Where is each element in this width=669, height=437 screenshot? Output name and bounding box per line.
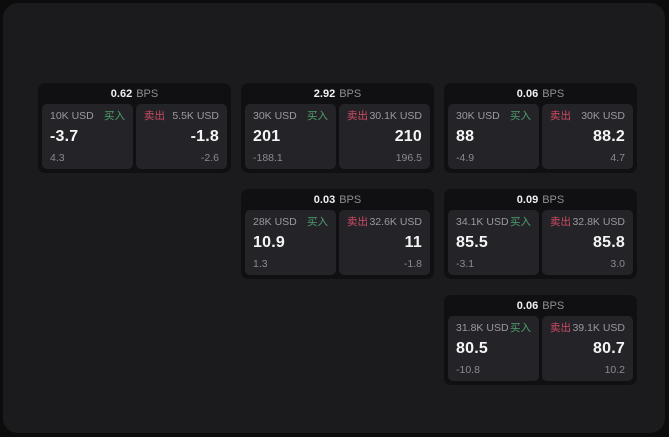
bps-value: 0.06 xyxy=(516,299,539,312)
buy-delta: 1.3 xyxy=(253,257,268,270)
sell-panel[interactable]: 卖出 30K USD 88.2 4.7 xyxy=(542,104,633,169)
bps-unit-label: BPS xyxy=(339,193,362,206)
sell-tag: 卖出 xyxy=(550,216,571,228)
sell-panel[interactable]: 卖出 39.1K USD 80.7 10.2 xyxy=(542,316,633,381)
quote-card: 0.09 BPS 34.1K USD 买入 85.5 -3.1 卖出 32.8K… xyxy=(444,189,637,279)
buy-delta: 4.3 xyxy=(50,151,65,164)
sell-size: 30.1K USD xyxy=(369,110,422,122)
quote-card: 0.06 BPS 30K USD 买入 88 -4.9 卖出 30K USD xyxy=(444,83,637,173)
sell-price: 80.7 xyxy=(593,340,625,357)
sell-tag: 卖出 xyxy=(347,216,368,228)
buy-sell-panels: 10K USD 买入 -3.7 4.3 卖出 5.5K USD -1.8 -2.… xyxy=(42,104,227,169)
sell-delta: 3.0 xyxy=(610,257,625,270)
sell-size: 30K USD xyxy=(581,110,625,122)
buy-panel[interactable]: 30K USD 买入 201 -188.1 xyxy=(245,104,336,169)
buy-price: 88 xyxy=(456,128,475,145)
buy-price: -3.7 xyxy=(50,128,79,145)
sell-tag: 卖出 xyxy=(347,110,368,122)
bps-value: 2.92 xyxy=(313,87,336,100)
buy-size: 10K USD xyxy=(50,110,94,122)
bps-unit-label: BPS xyxy=(339,87,362,100)
buy-size: 30K USD xyxy=(456,110,500,122)
sell-size: 39.1K USD xyxy=(572,322,625,334)
sell-size: 32.6K USD xyxy=(369,216,422,228)
bps-unit-label: BPS xyxy=(542,299,565,312)
sell-tag: 卖出 xyxy=(550,110,571,122)
buy-tag: 买入 xyxy=(307,216,328,228)
bps-header: 2.92 BPS xyxy=(245,83,430,104)
buy-panel[interactable]: 30K USD 买入 88 -4.9 xyxy=(448,104,539,169)
sell-price: 210 xyxy=(394,128,422,145)
buy-tag: 买入 xyxy=(510,110,531,122)
sell-price: 11 xyxy=(404,234,422,251)
sell-price: 85.8 xyxy=(593,234,625,251)
buy-panel[interactable]: 34.1K USD 买入 85.5 -3.1 xyxy=(448,210,539,275)
sell-delta: 196.5 xyxy=(395,151,422,164)
bps-header: 0.62 BPS xyxy=(42,83,227,104)
buy-price: 85.5 xyxy=(456,234,488,251)
bps-header: 0.06 BPS xyxy=(448,83,633,104)
buy-panel[interactable]: 28K USD 买入 10.9 1.3 xyxy=(245,210,336,275)
quote-card: 0.62 BPS 10K USD 买入 -3.7 4.3 卖出 5.5K USD xyxy=(38,83,231,173)
buy-price: 201 xyxy=(253,128,281,145)
bps-unit-label: BPS xyxy=(542,87,565,100)
buy-delta: -10.8 xyxy=(456,363,480,376)
sell-delta: 10.2 xyxy=(604,363,625,376)
sell-panel[interactable]: 卖出 32.8K USD 85.8 3.0 xyxy=(542,210,633,275)
buy-sell-panels: 31.8K USD 买入 80.5 -10.8 卖出 39.1K USD 80.… xyxy=(448,316,633,381)
buy-sell-panels: 30K USD 买入 201 -188.1 卖出 30.1K USD 210 1… xyxy=(245,104,430,169)
sell-delta: -2.6 xyxy=(200,151,219,164)
buy-sell-panels: 30K USD 买入 88 -4.9 卖出 30K USD 88.2 4.7 xyxy=(448,104,633,169)
app-canvas: 0.62 BPS 10K USD 买入 -3.7 4.3 卖出 5.5K USD xyxy=(3,3,665,433)
sell-panel[interactable]: 卖出 5.5K USD -1.8 -2.6 xyxy=(136,104,227,169)
buy-panel[interactable]: 10K USD 买入 -3.7 4.3 xyxy=(42,104,133,169)
bps-header: 0.06 BPS xyxy=(448,295,633,316)
sell-price: 88.2 xyxy=(593,128,625,145)
bps-header: 0.09 BPS xyxy=(448,189,633,210)
buy-delta: -4.9 xyxy=(456,151,475,164)
sell-tag: 卖出 xyxy=(550,322,571,334)
bps-value: 0.06 xyxy=(516,87,539,100)
buy-size: 30K USD xyxy=(253,110,297,122)
buy-size: 34.1K USD xyxy=(456,216,509,228)
quote-card: 2.92 BPS 30K USD 买入 201 -188.1 卖出 30.1K … xyxy=(241,83,434,173)
bps-value: 0.62 xyxy=(110,87,133,100)
buy-sell-panels: 28K USD 买入 10.9 1.3 卖出 32.6K USD 11 -1.8 xyxy=(245,210,430,275)
buy-delta: -188.1 xyxy=(253,151,283,164)
sell-panel[interactable]: 卖出 30.1K USD 210 196.5 xyxy=(339,104,430,169)
buy-price: 10.9 xyxy=(253,234,285,251)
quote-card: 0.06 BPS 31.8K USD 买入 80.5 -10.8 卖出 39.1… xyxy=(444,295,637,385)
bps-unit-label: BPS xyxy=(136,87,159,100)
sell-panel[interactable]: 卖出 32.6K USD 11 -1.8 xyxy=(339,210,430,275)
sell-size: 5.5K USD xyxy=(172,110,219,122)
buy-sell-panels: 34.1K USD 买入 85.5 -3.1 卖出 32.8K USD 85.8… xyxy=(448,210,633,275)
buy-price: 80.5 xyxy=(456,340,488,357)
quote-card-grid: 0.62 BPS 10K USD 买入 -3.7 4.3 卖出 5.5K USD xyxy=(38,83,637,385)
sell-tag: 卖出 xyxy=(144,110,165,122)
sell-delta: -1.8 xyxy=(403,257,422,270)
buy-panel[interactable]: 31.8K USD 买入 80.5 -10.8 xyxy=(448,316,539,381)
buy-tag: 买入 xyxy=(104,110,125,122)
buy-tag: 买入 xyxy=(510,216,531,228)
buy-delta: -3.1 xyxy=(456,257,475,270)
sell-price: -1.8 xyxy=(190,128,219,145)
buy-size: 28K USD xyxy=(253,216,297,228)
bps-value: 0.09 xyxy=(516,193,539,206)
buy-tag: 买入 xyxy=(307,110,328,122)
sell-delta: 4.7 xyxy=(610,151,625,164)
bps-unit-label: BPS xyxy=(542,193,565,206)
buy-tag: 买入 xyxy=(510,322,531,334)
bps-value: 0.03 xyxy=(313,193,336,206)
sell-size: 32.8K USD xyxy=(572,216,625,228)
bps-header: 0.03 BPS xyxy=(245,189,430,210)
quote-card: 0.03 BPS 28K USD 买入 10.9 1.3 卖出 32.6K US… xyxy=(241,189,434,279)
buy-size: 31.8K USD xyxy=(456,322,509,334)
